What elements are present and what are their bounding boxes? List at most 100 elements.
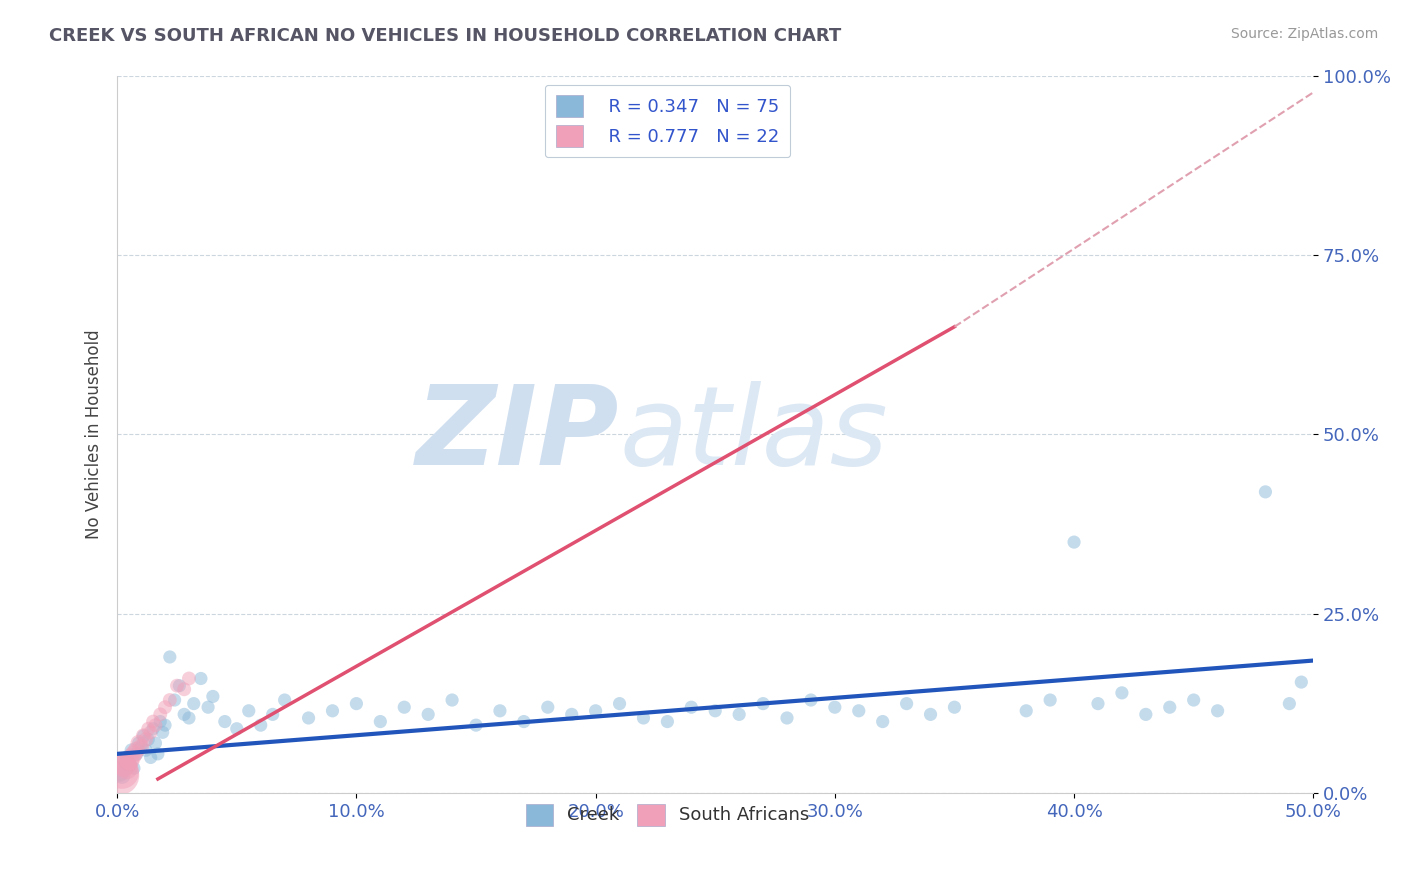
Point	[465, 718, 488, 732]
Point	[800, 693, 823, 707]
Point	[1159, 700, 1181, 714]
Point	[173, 707, 195, 722]
Point	[262, 707, 284, 722]
Point	[152, 725, 174, 739]
Point	[1206, 704, 1229, 718]
Point	[1063, 535, 1085, 549]
Point	[122, 761, 145, 775]
Point	[225, 722, 247, 736]
Point	[513, 714, 536, 729]
Point	[197, 700, 219, 714]
Point	[238, 704, 260, 718]
Point	[111, 764, 134, 779]
Point	[489, 704, 512, 718]
Point	[1278, 697, 1301, 711]
Text: Source: ZipAtlas.com: Source: ZipAtlas.com	[1230, 27, 1378, 41]
Point	[190, 672, 212, 686]
Point	[108, 768, 131, 782]
Point	[728, 707, 751, 722]
Point	[561, 707, 583, 722]
Point	[139, 750, 162, 764]
Point	[112, 754, 135, 768]
Point	[297, 711, 319, 725]
Point	[1182, 693, 1205, 707]
Point	[1087, 697, 1109, 711]
Text: atlas: atlas	[620, 381, 889, 488]
Point	[657, 714, 679, 729]
Point	[173, 682, 195, 697]
Point	[125, 743, 148, 757]
Point	[609, 697, 631, 711]
Point	[153, 700, 176, 714]
Text: ZIP: ZIP	[416, 381, 620, 488]
Point	[418, 707, 440, 722]
Point	[136, 732, 159, 747]
Point	[135, 743, 157, 757]
Point	[136, 722, 159, 736]
Point	[1039, 693, 1062, 707]
Point	[149, 707, 172, 722]
Point	[1015, 704, 1038, 718]
Point	[920, 707, 942, 722]
Point	[132, 729, 155, 743]
Point	[118, 754, 141, 768]
Point	[776, 711, 799, 725]
Point	[441, 693, 464, 707]
Text: CREEK VS SOUTH AFRICAN NO VEHICLES IN HOUSEHOLD CORRELATION CHART: CREEK VS SOUTH AFRICAN NO VEHICLES IN HO…	[49, 27, 841, 45]
Point	[585, 704, 607, 718]
Point	[122, 747, 145, 761]
Point	[872, 714, 894, 729]
Point	[128, 736, 150, 750]
Point	[321, 704, 343, 718]
Point	[201, 690, 224, 704]
Point	[681, 700, 703, 714]
Point	[149, 714, 172, 729]
Point	[943, 700, 966, 714]
Point	[142, 714, 165, 729]
Point	[139, 725, 162, 739]
Point	[1135, 707, 1157, 722]
Point	[153, 718, 176, 732]
Point	[752, 697, 775, 711]
Point	[824, 700, 846, 714]
Point	[848, 704, 870, 718]
Point	[118, 757, 141, 772]
Point	[169, 679, 191, 693]
Point	[177, 711, 200, 725]
Point	[132, 729, 155, 743]
Point	[145, 718, 167, 732]
Point	[163, 693, 186, 707]
Point	[115, 761, 138, 775]
Point	[896, 697, 918, 711]
Point	[704, 704, 727, 718]
Point	[159, 693, 181, 707]
Point	[125, 747, 148, 761]
Point	[183, 697, 205, 711]
Point	[537, 700, 560, 714]
Point	[1254, 484, 1277, 499]
Point	[145, 736, 167, 750]
Point	[249, 718, 271, 732]
Point	[129, 739, 152, 754]
Point	[166, 679, 188, 693]
Point	[135, 732, 157, 747]
Point	[214, 714, 236, 729]
Point	[1111, 686, 1133, 700]
Point	[344, 697, 367, 711]
Point	[633, 711, 655, 725]
Point	[273, 693, 295, 707]
Point	[108, 764, 131, 779]
Point	[1291, 675, 1313, 690]
Point	[115, 750, 138, 764]
Point	[142, 722, 165, 736]
Point	[370, 714, 392, 729]
Point	[121, 750, 143, 764]
Point	[394, 700, 416, 714]
Legend: Creek, South Africans: Creek, South Africans	[516, 795, 818, 835]
Point	[121, 743, 143, 757]
Point	[111, 768, 134, 782]
Y-axis label: No Vehicles in Household: No Vehicles in Household	[86, 330, 103, 540]
Point	[129, 739, 152, 754]
Point	[177, 672, 200, 686]
Point	[128, 736, 150, 750]
